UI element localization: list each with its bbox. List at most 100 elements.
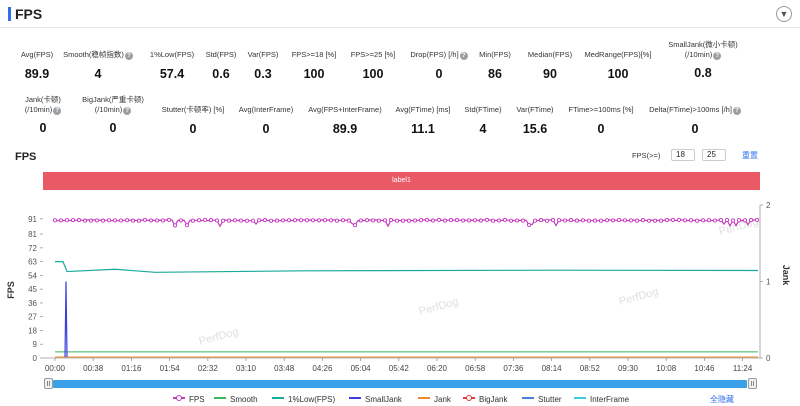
fps-point	[208, 218, 214, 223]
fps-point	[664, 218, 670, 223]
slider-right-handle[interactable]	[748, 378, 757, 389]
x-tick-label: 10:46	[694, 364, 715, 373]
legend-item[interactable]: Jank	[418, 395, 451, 405]
fps-point	[250, 218, 256, 223]
legend-item[interactable]: InterFrame	[574, 395, 629, 405]
fps-point	[604, 218, 610, 223]
fps-threshold-high-input[interactable]: 25	[702, 149, 726, 161]
y-tick-label: 45	[28, 285, 37, 294]
fps-point	[490, 218, 496, 223]
slider-track[interactable]	[53, 380, 747, 388]
metric-label: Std(FTime)	[423, 105, 543, 115]
metric-value: 0	[435, 67, 443, 81]
legend-item[interactable]: FPS	[173, 395, 205, 405]
help-icon[interactable]: ?	[732, 107, 741, 115]
fps-point	[688, 218, 694, 223]
metric-label-text: Min(FPS)	[479, 50, 511, 59]
fps-point	[616, 217, 622, 223]
metric-card: Min(FPS) 86	[435, 50, 555, 81]
metric-label-unit: (/10min)?	[643, 50, 763, 60]
fps-point	[70, 218, 76, 223]
x-tick-label: 03:48	[274, 364, 295, 373]
fps-point	[484, 217, 490, 222]
fps-point	[454, 218, 460, 223]
metric-label: Jank(卡顿)	[0, 95, 103, 105]
chevron-down-icon[interactable]: ▼	[776, 6, 792, 22]
metric-label: Delta(FTime)>100ms [/h]?	[635, 105, 755, 115]
metric-label: Min(FPS)	[435, 50, 555, 60]
fps-point	[478, 218, 484, 223]
metric-label: 1%Low(FPS)	[112, 50, 232, 60]
label-band[interactable]: label1	[43, 172, 760, 190]
metric-label: SmallJank(微小卡顿)	[643, 40, 763, 50]
fps-point	[544, 218, 550, 223]
help-icon[interactable]: ?	[459, 52, 468, 60]
fps-point	[562, 218, 568, 223]
fps-point	[340, 218, 346, 223]
fps-point	[412, 218, 418, 223]
metric-label: Var(FTime)	[475, 105, 595, 115]
metric-card: Avg(FPS+InterFrame) 89.9	[285, 105, 405, 136]
fps-point	[196, 218, 202, 223]
metric-label-text: BigJank(严重卡顿)	[82, 95, 144, 104]
metric-label-text: 1%Low(FPS)	[149, 50, 195, 59]
series-fps-line	[54, 218, 757, 228]
fps-point	[280, 218, 286, 223]
metric-label-text: SmallJank(微小卡顿)	[668, 40, 738, 49]
legend-swatch-icon	[522, 397, 534, 399]
fps-filter-label: FPS(>=)	[632, 151, 661, 160]
fps-point	[622, 218, 628, 223]
help-icon[interactable]: ?	[713, 52, 722, 60]
help-icon[interactable]: ?	[123, 107, 132, 115]
metric-label: MedRange(FPS)[%]	[558, 50, 678, 60]
fps-point	[460, 218, 466, 223]
fps-point	[736, 218, 742, 223]
fps-point	[598, 218, 604, 223]
y-axis-label: FPS	[6, 281, 16, 299]
fps-point	[262, 218, 268, 223]
reset-button[interactable]: 重置	[742, 151, 758, 160]
legend-label: Stutter	[538, 395, 562, 404]
help-icon[interactable]: ?	[124, 52, 133, 60]
fps-point	[184, 223, 190, 228]
metric-card: Drop(FPS) [/h]? 0	[379, 50, 499, 81]
legend-item[interactable]: SmallJank	[349, 395, 402, 405]
slider-left-handle[interactable]	[44, 378, 53, 389]
fps-point	[130, 218, 136, 223]
fps-threshold-low-input[interactable]: 18	[671, 149, 695, 161]
legend-item[interactable]: 1%Low(FPS)	[272, 395, 335, 405]
metric-label: Var(FPS)	[203, 50, 323, 60]
fps-point	[376, 218, 382, 223]
x-tick-label: 00:00	[45, 364, 66, 373]
hide-all-button[interactable]: 全隐藏	[710, 395, 734, 404]
metric-label-text: Avg(FPS+InterFrame)	[308, 105, 382, 114]
fps-point	[88, 218, 94, 223]
fps-point	[52, 218, 58, 223]
metric-label-text: FTime>=100ms [%]	[568, 105, 634, 114]
y-tick-label: 91	[28, 215, 37, 224]
help-icon[interactable]: ?	[53, 107, 62, 115]
legend-label: Jank	[434, 395, 451, 404]
metric-card: SmallJank(微小卡顿) (/10min)? 0.8	[643, 40, 763, 80]
legend-item[interactable]: Stutter	[522, 395, 562, 405]
metric-card: FPS>=25 [%] 100	[313, 50, 433, 81]
legend-swatch-icon	[574, 397, 586, 399]
panel-title: FPS	[15, 6, 43, 22]
legend-label: BigJank	[479, 395, 508, 404]
legend-item[interactable]: BigJank	[463, 395, 507, 405]
fps-point	[172, 223, 178, 228]
fps-point	[94, 218, 100, 223]
metric-label-text: Delta(FTime)>100ms [/h]	[649, 105, 732, 114]
legend-item[interactable]: Smooth	[214, 395, 258, 405]
fps-point	[166, 217, 172, 222]
metric-label-text: Avg(FTime) [ms]	[395, 105, 451, 114]
fps-point	[112, 218, 118, 223]
metric-card: FPS>=18 [%] 100	[254, 50, 374, 81]
x-tick-label: 08:14	[542, 364, 563, 373]
y-tick-label: 0	[33, 354, 38, 363]
fps-point	[304, 218, 310, 223]
fps-point	[568, 218, 574, 223]
time-range-slider[interactable]	[44, 378, 758, 389]
fps-point	[364, 218, 370, 223]
